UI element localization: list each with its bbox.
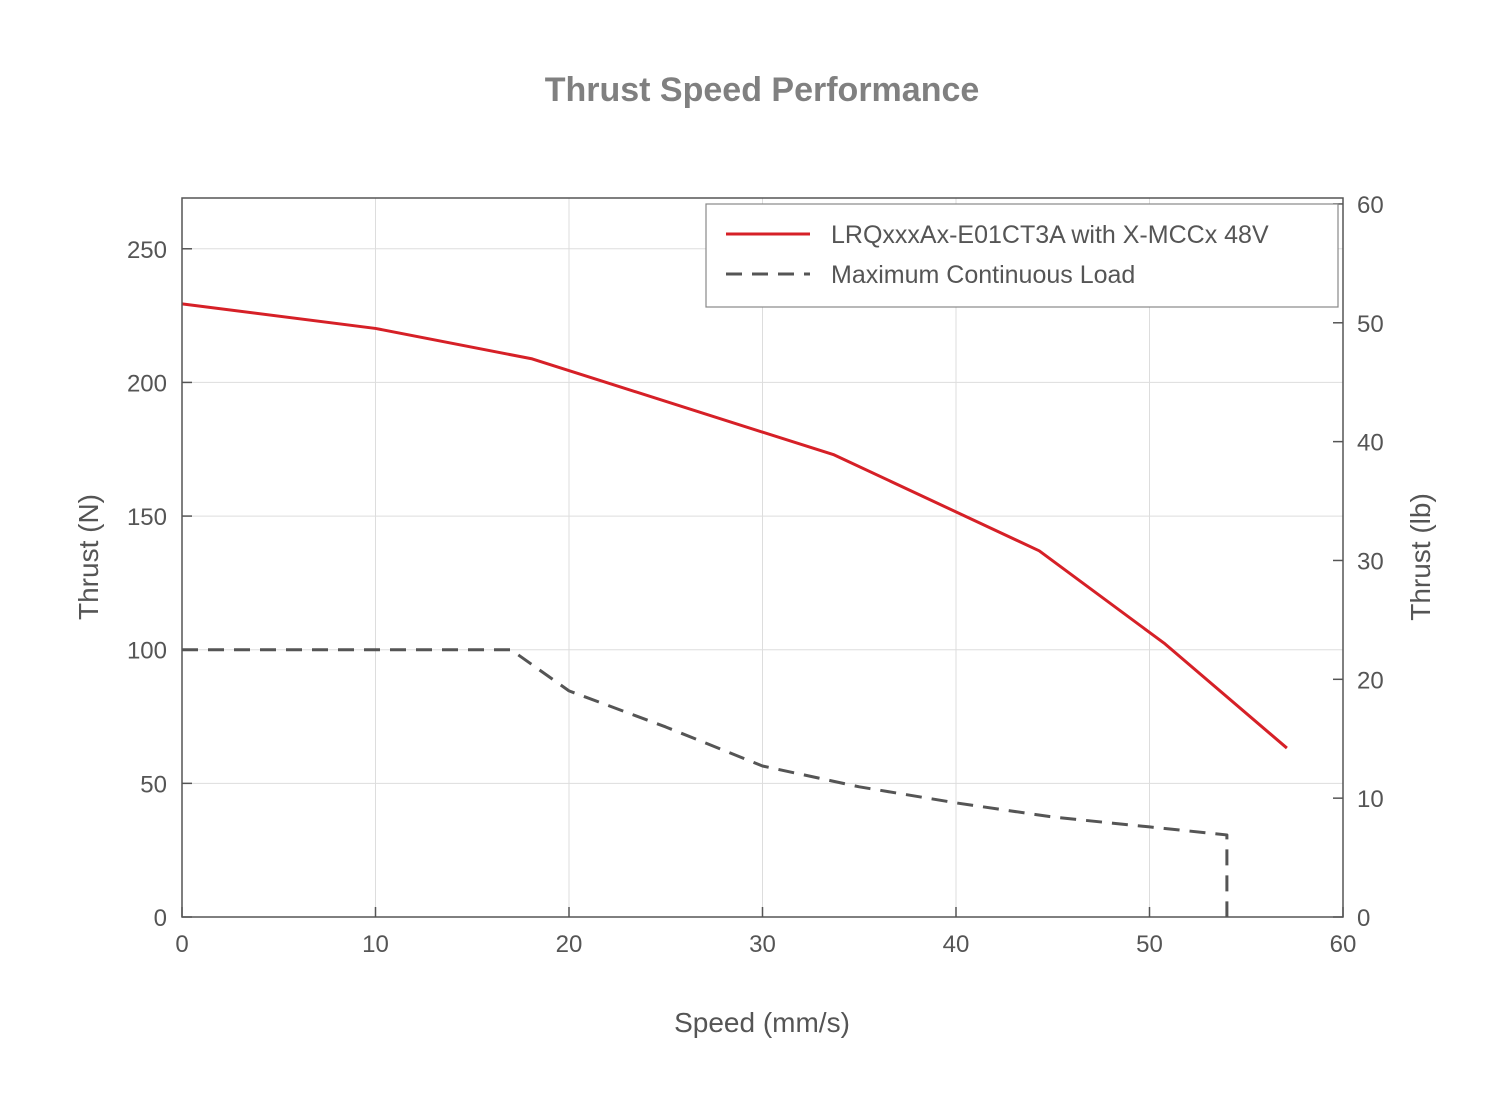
x-tick-label: 60 xyxy=(1330,931,1357,958)
legend-label-1: Maximum Continuous Load xyxy=(831,261,1135,289)
y-tick-label: 250 xyxy=(127,237,167,264)
series-line-0 xyxy=(181,302,1288,750)
x-tick-label: 50 xyxy=(1136,931,1163,958)
y2-axis-label: Thrust (lb) xyxy=(1405,493,1436,621)
y2-tick-label: 30 xyxy=(1357,548,1384,575)
legend-box xyxy=(705,203,1339,308)
ticks: 0 10 20 30 40 50 60050100150200250010203040506… xyxy=(127,192,1384,958)
y2-tick-label: 40 xyxy=(1357,430,1384,457)
series-lines xyxy=(181,302,1288,917)
y2-tick-label: 10 xyxy=(1357,786,1384,813)
x-tick-label: 10 xyxy=(362,931,389,958)
series-line-1 xyxy=(182,648,1229,917)
y-tick-label: 150 xyxy=(127,504,167,531)
y-tick-label: 100 xyxy=(127,638,167,665)
x-tick-label: 40 xyxy=(943,931,970,958)
y2-tick-label: 20 xyxy=(1357,667,1384,694)
x-axis-label: Speed (mm/s) xyxy=(674,1007,850,1038)
x-tick-label: 20 xyxy=(556,931,583,958)
chart-title: Thrust Speed Performance xyxy=(545,71,980,109)
y2-tick-label: 0 xyxy=(1357,905,1370,932)
legend: LRQxxxAx-E01CT3A with X-MCCx 48V Maximum… xyxy=(705,203,1339,308)
legend-label-0: LRQxxxAx-E01CT3A with X-MCCx 48V xyxy=(831,221,1269,249)
y2-tick-label: 60 xyxy=(1357,192,1384,219)
y-tick-label: 50 xyxy=(140,771,167,798)
y2-tick-label: 50 xyxy=(1357,311,1384,338)
x-tick-label: 30 xyxy=(749,931,776,958)
y-tick-label: 0 xyxy=(154,905,167,932)
y-tick-label: 200 xyxy=(127,370,167,397)
x-tick-label: 0 xyxy=(175,931,188,958)
y-axis-label: Thrust (N) xyxy=(73,494,104,620)
